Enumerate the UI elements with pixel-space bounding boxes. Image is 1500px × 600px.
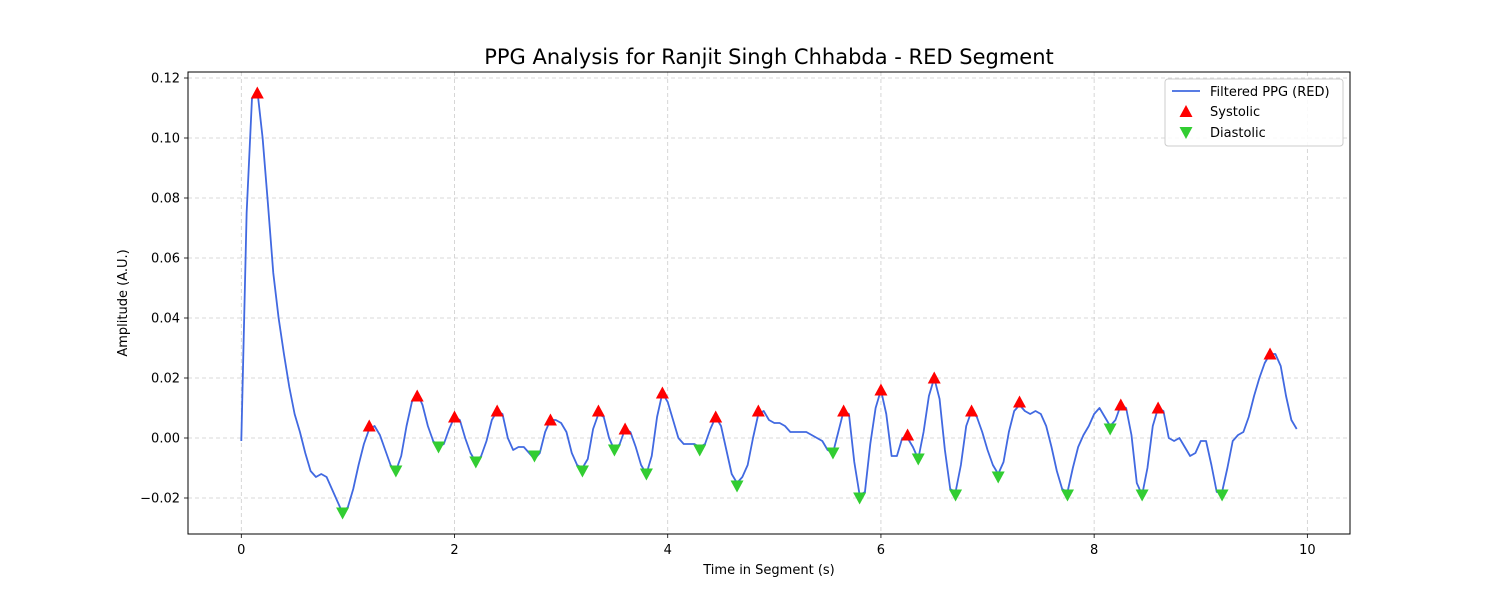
y-tick-label: 0.12 [151, 72, 180, 87]
systolic-marker [448, 410, 462, 423]
diastolic-marker [1103, 423, 1117, 436]
systolic-marker [965, 404, 979, 417]
systolic-marker [362, 419, 376, 432]
diastolic-marker [336, 507, 350, 520]
diastolic-marker [575, 465, 589, 478]
systolic-marker [543, 413, 557, 426]
y-tick-label: 0.08 [151, 192, 180, 207]
diastolic-marker [1135, 489, 1149, 502]
x-tick-label: 6 [877, 543, 885, 558]
systolic-marker [618, 422, 632, 435]
legend-diastolic-marker [1179, 127, 1193, 139]
diastolic-marker [693, 444, 707, 457]
systolic-marker [1114, 398, 1128, 411]
y-tick-label: 0.06 [151, 252, 180, 267]
diastolic-marker [639, 468, 653, 481]
systolic-marker [410, 389, 424, 402]
grid [188, 72, 1350, 534]
axes: 0 2 4 6 8 10 −0.02 0.00 0.02 0.04 0.06 0.08 0.10 0.12 [140, 72, 1315, 559]
y-tick-label: 0.02 [151, 372, 180, 387]
diastolic-marker [389, 465, 403, 478]
chart-title: PPG Analysis for Ranjit Singh Chhabda - … [484, 45, 1054, 69]
legend-label-systolic: Systolic [1210, 105, 1260, 120]
diastolic-marker [853, 492, 867, 505]
systolic-marker [1263, 347, 1277, 360]
systolic-marker [927, 371, 941, 384]
diastolic-marker [1215, 489, 1229, 502]
systolic-marker [874, 383, 888, 396]
plot-area [240, 86, 1298, 520]
diastolic-marker [432, 441, 446, 454]
diastolic-marker [607, 444, 621, 457]
systolic-marker [1151, 401, 1165, 414]
x-axis-label: Time in Segment (s) [702, 563, 834, 578]
legend-label-diastolic: Diastolic [1210, 126, 1266, 141]
diastolic-marker [991, 471, 1005, 484]
systolic-marker [709, 410, 723, 423]
diastolic-marker [1060, 489, 1074, 502]
diastolic-marker [469, 456, 483, 469]
diastolic-marker [911, 453, 925, 466]
legend-box [1164, 78, 1344, 147]
y-tick-label: −0.02 [140, 492, 180, 507]
systolic-marker [751, 404, 765, 417]
y-tick-label: 0.00 [151, 432, 180, 447]
diastolic-marker [826, 447, 840, 460]
systolic-marker [655, 386, 669, 399]
x-tick-label: 0 [237, 543, 245, 558]
systolic-marker [1013, 395, 1027, 408]
ppg-signal-line [240, 89, 1298, 514]
legend: Filtered PPG (RED) Systolic Diastolic [1164, 78, 1344, 147]
x-tick-label: 4 [664, 543, 672, 558]
x-tick-label: 8 [1090, 543, 1098, 558]
diastolic-marker [527, 450, 541, 463]
systolic-marker [901, 428, 915, 441]
x-tick-label: 10 [1299, 543, 1316, 558]
diastolic-marker [730, 480, 744, 493]
diastolic-marker [949, 489, 963, 502]
plot-frame [187, 71, 1351, 535]
systolic-marker [591, 404, 605, 417]
legend-label-ppg: Filtered PPG (RED) [1210, 85, 1330, 100]
y-axis-label: Amplitude (A.U.) [116, 249, 131, 356]
y-tick-label: 0.04 [151, 312, 180, 327]
legend-systolic-marker [1179, 105, 1193, 117]
y-tick-label: 0.10 [151, 132, 180, 147]
systolic-marker [490, 404, 504, 417]
systolic-marker [837, 404, 851, 417]
systolic-marker [250, 86, 264, 99]
x-tick-label: 2 [450, 543, 458, 558]
